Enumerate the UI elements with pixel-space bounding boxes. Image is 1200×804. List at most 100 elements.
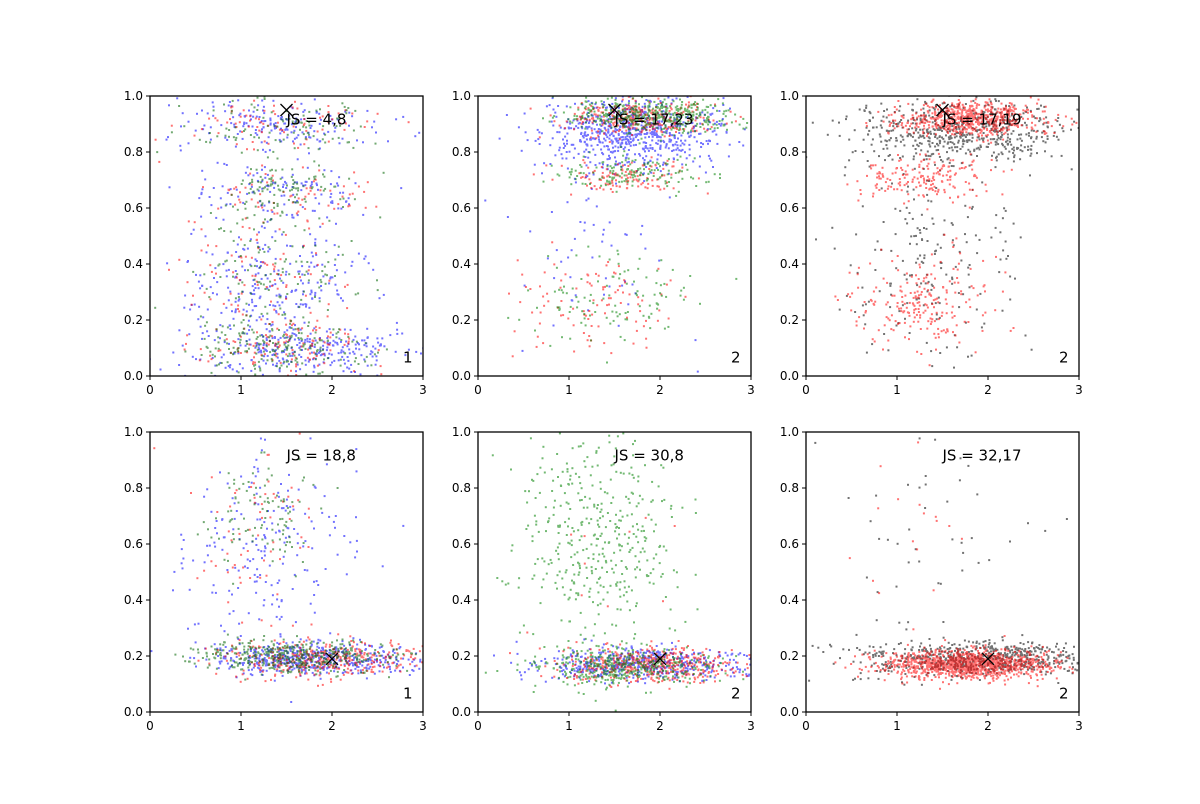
data-point	[285, 274, 287, 276]
data-point	[260, 261, 262, 263]
data-point	[258, 343, 260, 345]
data-point	[665, 296, 667, 298]
data-point	[252, 285, 254, 287]
data-point	[314, 296, 316, 298]
data-point	[534, 164, 536, 166]
data-point	[645, 155, 647, 157]
data-point	[657, 268, 659, 270]
data-point	[995, 144, 997, 146]
data-point	[248, 126, 250, 128]
data-point	[533, 173, 535, 175]
data-point	[937, 129, 939, 131]
data-point	[562, 139, 564, 141]
data-point	[638, 153, 640, 155]
data-point	[666, 284, 668, 286]
data-point	[635, 293, 637, 295]
data-point	[281, 195, 283, 197]
data-point	[609, 170, 611, 172]
data-point	[303, 344, 305, 346]
data-point	[349, 352, 351, 354]
data-point	[547, 255, 549, 257]
data-point	[283, 341, 285, 343]
data-point	[166, 262, 168, 264]
data-point	[525, 286, 527, 288]
data-point	[188, 121, 190, 123]
data-point	[258, 251, 260, 253]
data-point	[263, 351, 265, 353]
data-point	[167, 136, 169, 138]
data-point	[288, 199, 290, 201]
data-point	[915, 148, 917, 150]
data-point	[927, 121, 929, 123]
data-point	[689, 148, 691, 150]
data-point	[950, 141, 952, 143]
data-point	[216, 293, 218, 295]
data-point	[628, 143, 630, 145]
data-point	[647, 107, 649, 109]
data-point	[314, 292, 316, 294]
data-point	[911, 127, 913, 129]
data-point	[608, 138, 610, 140]
data-point	[566, 143, 568, 145]
data-point	[299, 255, 301, 257]
data-point	[547, 300, 549, 302]
data-point	[605, 134, 607, 136]
data-point	[959, 136, 961, 138]
data-point	[249, 227, 251, 229]
data-point	[214, 117, 216, 119]
data-point	[907, 135, 909, 137]
data-point	[873, 150, 875, 152]
data-point	[923, 104, 925, 106]
data-point	[323, 353, 325, 355]
data-point	[902, 126, 904, 128]
data-point	[889, 285, 891, 287]
data-point	[248, 329, 250, 331]
data-point	[625, 318, 627, 320]
data-point	[611, 167, 613, 169]
data-point	[619, 138, 621, 140]
data-point	[261, 207, 263, 209]
data-point	[1031, 114, 1033, 116]
data-point	[652, 136, 654, 138]
data-point	[269, 132, 271, 134]
data-point	[267, 355, 269, 357]
data-point	[569, 151, 571, 153]
data-point	[243, 309, 245, 311]
data-point	[626, 187, 628, 189]
data-point	[538, 131, 540, 133]
data-point	[589, 104, 591, 106]
data-point	[277, 339, 279, 341]
data-point	[593, 224, 595, 226]
data-point	[358, 363, 360, 365]
data-point	[334, 244, 336, 246]
data-point	[913, 158, 915, 160]
data-point	[647, 183, 649, 185]
data-point	[650, 132, 652, 134]
data-point	[313, 176, 315, 178]
data-point	[1012, 130, 1014, 132]
data-point	[597, 280, 599, 282]
data-point	[551, 121, 553, 123]
data-point	[168, 104, 170, 106]
data-point	[646, 347, 648, 349]
data-point	[327, 309, 329, 311]
data-point	[297, 134, 299, 136]
data-point	[600, 149, 602, 151]
data-point	[929, 131, 931, 133]
data-point	[881, 187, 883, 189]
data-point	[667, 97, 669, 99]
data-point	[244, 269, 246, 271]
data-point	[976, 155, 978, 157]
data-point	[708, 181, 710, 183]
data-point	[624, 233, 626, 235]
data-point	[334, 275, 336, 277]
data-point	[1007, 255, 1009, 257]
data-point	[1030, 137, 1032, 139]
data-point	[396, 322, 398, 324]
data-point	[591, 132, 593, 134]
data-point	[286, 366, 288, 368]
data-point	[723, 97, 725, 99]
data-point	[354, 198, 356, 200]
data-point	[327, 340, 329, 342]
data-point	[587, 246, 589, 248]
